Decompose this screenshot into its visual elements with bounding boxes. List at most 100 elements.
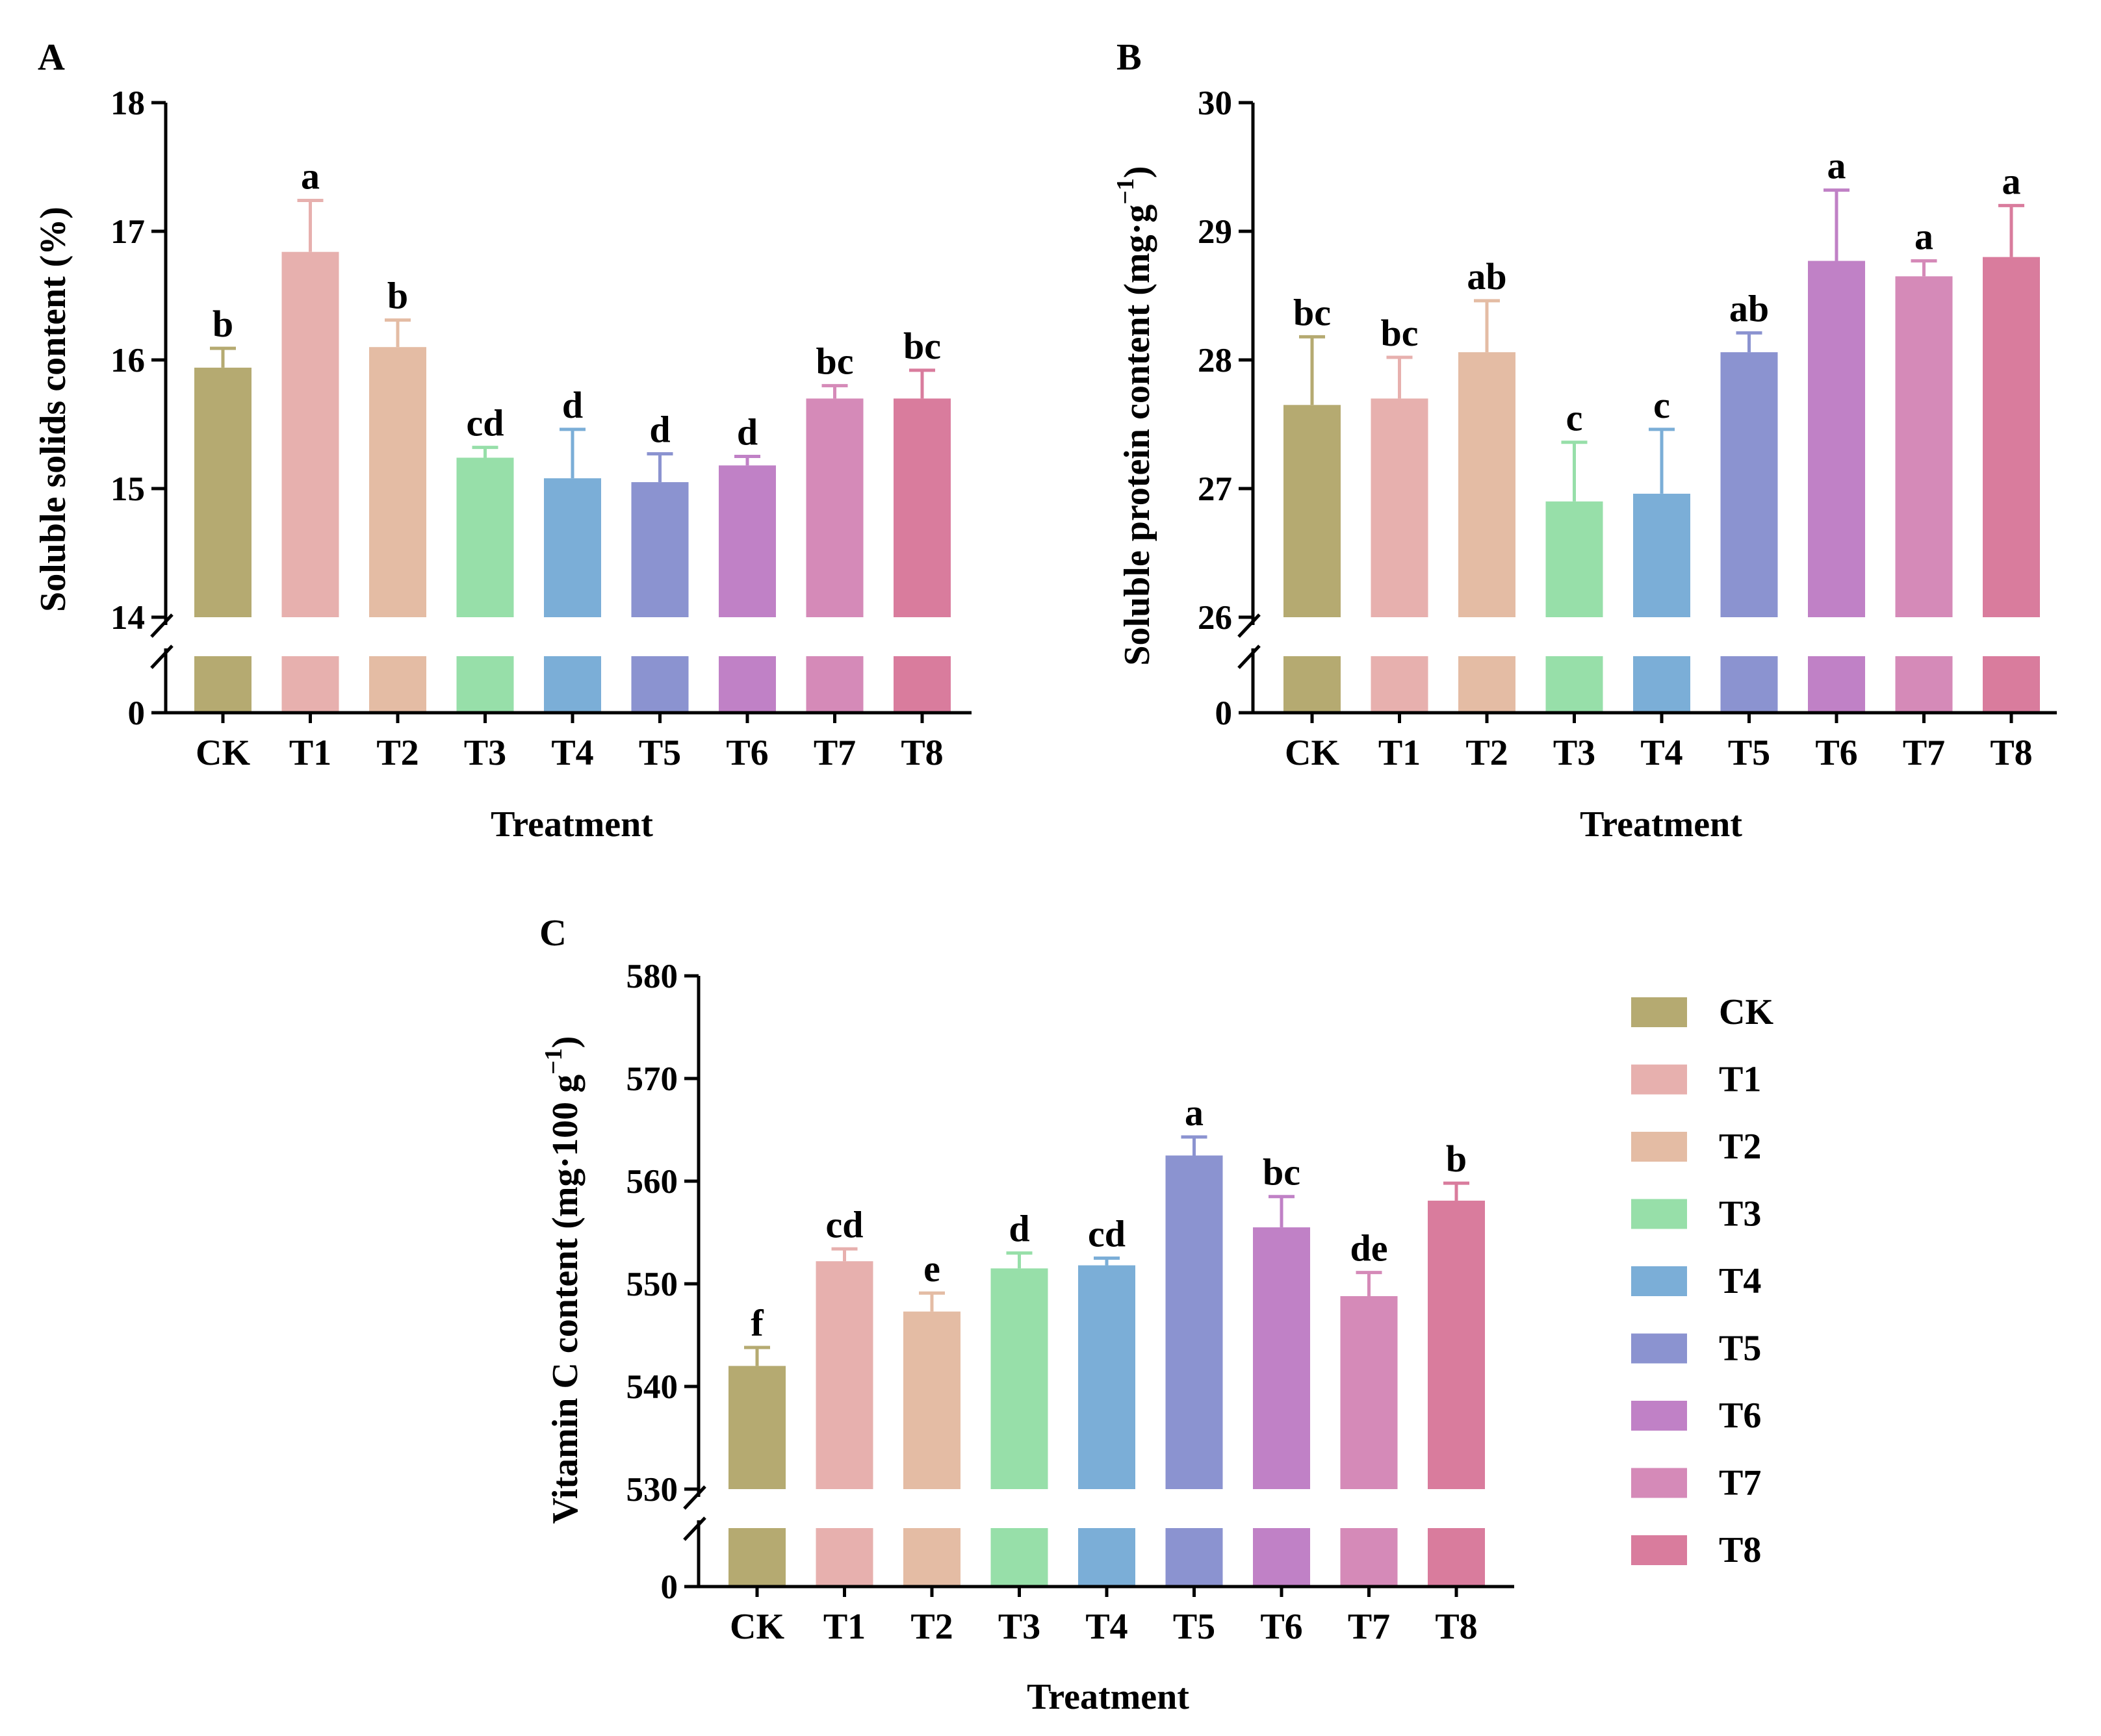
error-bar-c-t6 [1269, 1195, 1295, 1228]
significance-label-a-t2: b [387, 275, 408, 317]
significance-label-c-t1: cd [826, 1203, 864, 1245]
legend-swatch-t7 [1631, 1468, 1687, 1498]
legend-label-ck: CK [1719, 992, 1773, 1032]
error-bar-c-t4 [1094, 1257, 1120, 1266]
category-labels-c: CK T1 T2 T3 T4 T5 T6 T7 T8 [730, 1607, 1478, 1647]
y-tick-label-c-570: 570 [626, 1060, 678, 1098]
significance-label-b-t2: ab [1467, 255, 1506, 298]
bars-c [728, 1155, 1485, 1587]
category-label-c-t1: T1 [823, 1607, 866, 1647]
error-bars-c [744, 1135, 1469, 1366]
category-label-a-t4: T4 [551, 733, 593, 773]
error-bar-c-ck [744, 1346, 770, 1366]
panel-letter-a: A [38, 36, 65, 78]
category-label-a-t2: T2 [376, 733, 419, 773]
bar-a-t8 [894, 398, 951, 617]
y-tick-label-c-560: 560 [626, 1163, 678, 1201]
significance-labels-a: b a b cd d d d bc bc [213, 155, 941, 453]
y-tick-label-c-530: 530 [626, 1471, 678, 1509]
significance-label-c-t7: de [1350, 1227, 1388, 1270]
bar-b-t1 [1371, 398, 1428, 617]
y-axis-title-b: Soluble protein content (mg·g−1) [1112, 166, 1157, 665]
legend-swatch-t6 [1631, 1401, 1687, 1431]
y-tick-label-c-540: 540 [626, 1368, 678, 1406]
bar-c-t6 [1253, 1227, 1310, 1489]
significance-label-a-t8: bc [903, 325, 941, 367]
bar-lower-c-t3 [990, 1528, 1048, 1587]
bar-lower-c-t4 [1078, 1528, 1135, 1587]
category-label-b-t7: T7 [1903, 733, 1945, 773]
category-label-a-ck: CK [196, 733, 250, 773]
category-label-c-t7: T7 [1348, 1607, 1390, 1647]
error-bar-b-t1 [1386, 355, 1413, 399]
ticks-b: 26 27 28 29 30 0 [1198, 84, 2013, 732]
bar-b-t8 [1983, 257, 2040, 618]
bar-lower-a-t1 [281, 656, 339, 713]
axis-break-mark-upper-b [1237, 613, 1261, 638]
error-bar-b-t6 [1824, 188, 1850, 261]
bar-lower-a-t2 [369, 656, 426, 713]
legend-label-t6: T6 [1719, 1396, 1761, 1436]
error-bar-b-t2 [1474, 299, 1500, 353]
y-tick-label-c-zero: 0 [661, 1568, 678, 1606]
error-bars-a [210, 198, 935, 483]
significance-label-c-t3: d [1009, 1208, 1029, 1250]
axis-break-mark-lower-c [683, 1516, 706, 1541]
y-axis-title-a: Soluble solids content (%) [33, 207, 73, 612]
bar-b-ck [1283, 405, 1341, 617]
significance-label-c-t2: e [923, 1247, 940, 1290]
category-label-c-t5: T5 [1173, 1607, 1215, 1647]
bar-lower-c-ck [728, 1528, 786, 1587]
axis-break-mark-lower-a [150, 645, 174, 669]
legend-swatch-t8 [1631, 1535, 1687, 1565]
bars-b [1283, 257, 2040, 713]
bar-lower-a-ck [194, 656, 251, 713]
bar-lower-c-t1 [816, 1528, 873, 1587]
x-axis-title-b: Treatment [1580, 804, 1742, 845]
category-label-c-t4: T4 [1085, 1607, 1128, 1647]
y-axis-title-b-sup: −1 [1112, 178, 1139, 205]
significance-label-c-ck: f [751, 1302, 764, 1344]
bar-c-t3 [990, 1268, 1048, 1489]
bar-lower-b-t5 [1720, 656, 1778, 713]
x-axis-title-a: Treatment [491, 804, 653, 845]
panel-letter-b: B [1116, 36, 1142, 78]
error-bar-b-t3 [1561, 440, 1588, 502]
category-label-c-ck: CK [730, 1607, 784, 1647]
legend-label-t4: T4 [1719, 1261, 1761, 1301]
error-bar-a-t3 [472, 446, 498, 458]
error-bar-c-t1 [831, 1247, 858, 1262]
category-label-b-t3: T3 [1553, 733, 1595, 773]
significance-label-b-t3: c [1566, 397, 1583, 439]
axis-break-mark-lower-b [1237, 645, 1261, 669]
significance-label-c-t6: bc [1263, 1151, 1300, 1194]
significance-label-a-t1: a [301, 155, 320, 197]
bar-lower-b-t8 [1983, 656, 2040, 713]
legend-label-t2: T2 [1719, 1127, 1761, 1167]
category-label-a-t7: T7 [814, 733, 856, 773]
legend-label-t1: T1 [1719, 1060, 1761, 1100]
bar-a-t5 [631, 482, 689, 617]
significance-labels-b: bc bc ab c c ab a a a [1293, 145, 2021, 439]
significance-label-b-t8: a [2002, 160, 2021, 202]
significance-label-a-t7: bc [816, 340, 854, 383]
axes-a [150, 103, 972, 715]
category-label-b-t1: T1 [1378, 733, 1421, 773]
category-label-c-t6: T6 [1260, 1607, 1302, 1647]
y-tick-label-b-27: 27 [1198, 470, 1232, 508]
category-label-b-t4: T4 [1640, 733, 1682, 773]
bar-lower-b-t3 [1545, 656, 1603, 713]
bar-a-t2 [369, 347, 426, 617]
significance-label-b-ck: bc [1293, 291, 1331, 333]
category-label-a-t1: T1 [289, 733, 331, 773]
bar-c-t7 [1340, 1296, 1398, 1489]
legend-swatch-t2 [1631, 1132, 1687, 1162]
bar-lower-c-t6 [1253, 1528, 1310, 1587]
error-bar-a-t1 [297, 198, 324, 252]
category-label-a-t3: T3 [464, 733, 506, 773]
bar-a-ck [194, 367, 251, 617]
bar-c-t5 [1165, 1155, 1223, 1489]
panel-c: C 530 540 550 560 570 580 0 CK T1 T2 T3 T4 T5 T6 T7 T8… [539, 912, 1514, 1717]
